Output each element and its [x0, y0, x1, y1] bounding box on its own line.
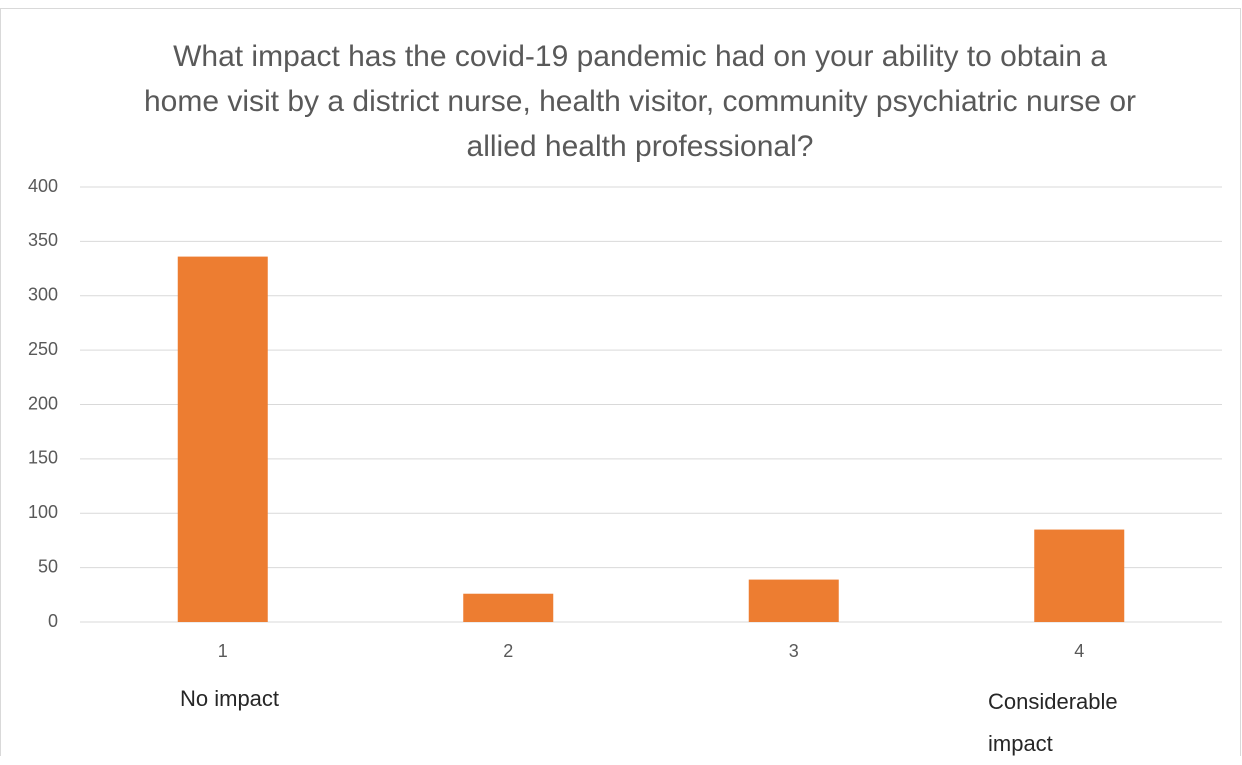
bar [1034, 529, 1125, 622]
x-tick-label: 3 [789, 641, 799, 661]
y-tick-label: 350 [28, 230, 58, 250]
bar [463, 593, 554, 622]
chart-border [0, 8, 1241, 756]
bar [748, 579, 839, 622]
x-tick-label: 4 [1074, 641, 1084, 661]
y-tick-label: 150 [28, 448, 58, 468]
x-tick-label: 2 [503, 641, 513, 661]
chart-title: What impact has the covid-19 pandemic ha… [143, 40, 1137, 163]
y-tick-label: 300 [28, 285, 58, 305]
y-tick-label: 0 [48, 611, 58, 631]
bar [177, 256, 268, 622]
y-tick-label: 400 [28, 176, 58, 196]
x-tick-label: 1 [218, 641, 228, 661]
annotation: No impact [180, 686, 280, 711]
y-tick-label: 100 [28, 502, 58, 522]
y-tick-label: 50 [38, 556, 58, 576]
y-tick-label: 250 [28, 339, 58, 359]
annotation: Considerable impact [988, 689, 1118, 756]
y-tick-label: 200 [28, 393, 58, 413]
